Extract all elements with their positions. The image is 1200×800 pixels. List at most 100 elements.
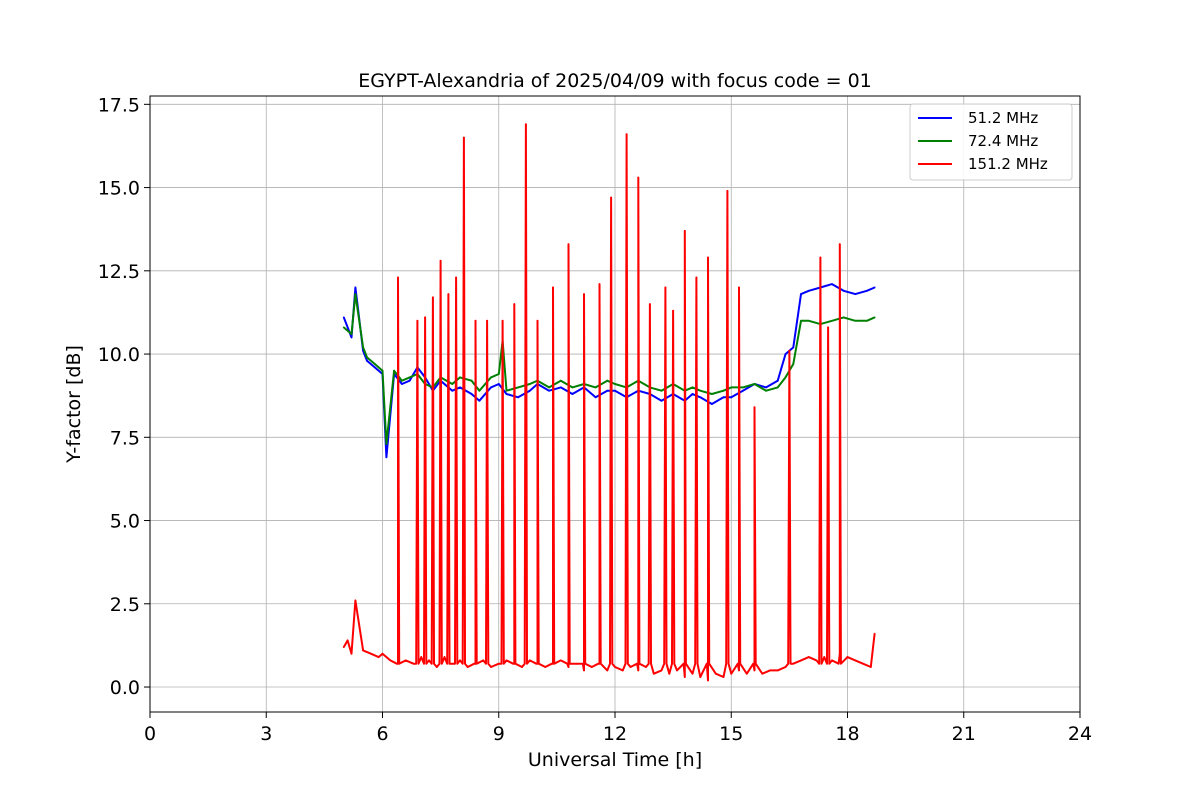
series-1-point-51 — [807, 319, 810, 322]
series-1-point-28 — [571, 386, 574, 389]
series-1-point-1 — [350, 333, 353, 335]
legend-label-1: 72.4 MHz — [968, 132, 1038, 150]
series-2-point-46 — [683, 676, 686, 678]
y-tick-label-1: 2.5 — [110, 594, 140, 616]
series-0-point-5 — [373, 366, 376, 369]
series-2-point-24 — [513, 662, 516, 665]
series-2-point-69 — [862, 662, 864, 665]
series-2-point-38 — [621, 669, 624, 672]
series-0-point-2 — [354, 286, 357, 289]
series-0-point-48 — [792, 346, 795, 349]
x-tick-label-0: 0 — [144, 723, 156, 745]
series-1-point-57 — [873, 316, 876, 319]
series-2-point-68 — [854, 659, 857, 662]
series-2-spike-22 — [664, 286, 667, 289]
x-tick-label-6: 18 — [835, 723, 859, 745]
y-tick-label-3: 7.5 — [110, 427, 140, 449]
series-1-point-56 — [865, 319, 868, 322]
series-2-point-62 — [807, 656, 810, 658]
series-2-point-40 — [637, 669, 640, 672]
y-tick-label-2: 5.0 — [110, 511, 140, 533]
series-1-point-26 — [548, 386, 551, 389]
series-2-point-18 — [466, 666, 469, 668]
series-2-spike-28 — [738, 286, 740, 289]
series-2-point-23 — [505, 659, 508, 662]
series-2-point-25 — [521, 666, 523, 668]
y-tick-label-0: 0.0 — [110, 677, 140, 699]
series-2-point-31 — [567, 666, 570, 668]
series-2-point-3 — [354, 599, 357, 602]
series-2-point-12 — [420, 656, 423, 658]
y-axis-label: Y-factor [dB] — [63, 345, 85, 464]
series-0-point-15 — [451, 389, 454, 392]
series-2-point-29 — [552, 662, 554, 665]
y-tick-label-4: 10.0 — [98, 344, 140, 366]
series-2-spike-15 — [567, 243, 570, 246]
series-0-point-45 — [765, 386, 768, 389]
series-2-point-14 — [435, 666, 438, 668]
series-0-point-30 — [606, 389, 609, 392]
series-1-point-55 — [854, 319, 857, 322]
series-1-point-16 — [459, 376, 461, 379]
series-0-point-29 — [594, 396, 597, 399]
series-1-point-19 — [490, 376, 492, 379]
series-0-point-25 — [548, 389, 551, 392]
series-2-point-26 — [528, 659, 531, 662]
series-2-spike-31 — [819, 256, 822, 259]
series-2-point-34 — [590, 666, 593, 668]
series-2-spike-9 — [486, 319, 489, 322]
series-1-point-30 — [594, 386, 597, 389]
series-1-point-8 — [393, 369, 396, 372]
series-2-point-9 — [397, 662, 399, 665]
series-2-spike-10 — [501, 319, 504, 322]
series-0-point-18 — [478, 399, 481, 402]
x-tick-label-1: 3 — [260, 723, 272, 745]
series-2-spike-6 — [455, 276, 458, 279]
series-2-spike-19 — [625, 133, 628, 136]
series-1-point-50 — [800, 319, 802, 322]
series-2-spike-26 — [707, 256, 709, 259]
series-1-point-10 — [408, 376, 411, 379]
series-0-point-9 — [400, 383, 403, 385]
series-2-point-66 — [838, 652, 841, 655]
series-2-spike-1 — [416, 319, 419, 322]
series-2-point-30 — [559, 659, 562, 662]
series-0-point-46 — [776, 379, 779, 382]
series-2-point-33 — [583, 669, 585, 672]
series-0-point-23 — [528, 389, 531, 392]
series-1-point-36 — [660, 389, 663, 392]
series-2-point-1 — [346, 639, 349, 642]
x-tick-label-2: 6 — [376, 723, 388, 745]
series-1-point-39 — [691, 386, 694, 389]
series-2-point-64 — [823, 656, 826, 658]
series-2-spike-32 — [827, 326, 830, 329]
series-1-point-22 — [505, 389, 508, 392]
series-0-point-55 — [865, 289, 868, 292]
series-0-point-50 — [807, 289, 810, 292]
series-1-point-20 — [497, 373, 500, 375]
series-1-point-44 — [741, 386, 744, 389]
series-2-spike-13 — [536, 319, 539, 322]
series-2-point-20 — [482, 659, 485, 662]
series-2-point-41 — [645, 666, 647, 668]
series-2-point-28 — [544, 666, 547, 668]
series-2-point-70 — [869, 666, 872, 668]
series-2-point-54 — [745, 672, 748, 675]
series-1-point-45 — [753, 383, 756, 385]
series-0-point-20 — [497, 383, 500, 385]
series-2-point-53 — [738, 669, 740, 672]
legend: 51.2 MHz 72.4 MHz 151.2 MHz — [909, 103, 1073, 181]
series-2-point-7 — [381, 652, 384, 655]
x-tick-label-5: 15 — [719, 723, 743, 745]
series-1-point-2 — [354, 293, 357, 296]
series-2-point-52 — [730, 672, 733, 675]
series-2-point-57 — [769, 669, 771, 672]
series-1-point-41 — [710, 393, 713, 395]
series-2-spike-25 — [695, 276, 698, 279]
series-1-point-54 — [842, 316, 845, 319]
series-1-point-6 — [381, 369, 384, 372]
series-0-point-10 — [408, 379, 411, 382]
legend-box — [909, 103, 1073, 181]
series-0-point-16 — [459, 386, 461, 389]
series-2-point-10 — [404, 659, 407, 662]
